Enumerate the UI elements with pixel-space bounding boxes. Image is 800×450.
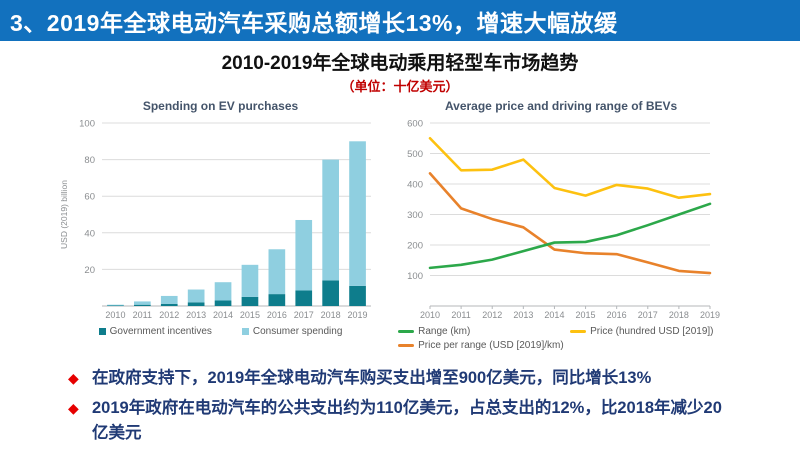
bullet-item: ◆ 2019年政府在电动汽车的公共支出约为110亿美元，占总支出的12%，比20… <box>62 396 730 447</box>
svg-text:2018: 2018 <box>321 310 341 320</box>
bar-chart-legend: Government incentives Consumer spending <box>58 326 383 337</box>
svg-text:2010: 2010 <box>420 310 440 320</box>
svg-text:500: 500 <box>407 149 423 160</box>
range-line-swatch-icon <box>398 330 415 333</box>
svg-text:2011: 2011 <box>133 310 152 320</box>
svg-text:2013: 2013 <box>186 310 206 320</box>
charts-row: Spending on EV purchases 20 40 60 80 100 2010… <box>0 99 800 351</box>
svg-text:40: 40 <box>84 228 95 239</box>
svg-text:2014: 2014 <box>213 310 233 320</box>
svg-text:2019: 2019 <box>700 310 720 320</box>
bullet-item: ◆ 在政府支持下，2019年全球电动汽车购买支出增至900亿美元，同比增长13% <box>62 366 730 392</box>
legend-item-price-per-range: Price per range (USD [2019]/km) <box>398 340 570 351</box>
header: 3、2019年全球电动汽车采购总额增长13%，增速大幅放缓 <box>0 0 800 41</box>
price-line-swatch-icon <box>570 330 587 333</box>
legend-label: Consumer spending <box>252 326 343 337</box>
diamond-bullet-icon: ◆ <box>68 399 79 416</box>
legend-item-government-incentives: Government incentives <box>98 326 212 337</box>
bullet-text: 在政府支持下，2019年全球电动汽车购买支出增至900亿美元，同比增长13% <box>92 369 652 387</box>
bullet-text: 2019年政府在电动汽车的公共支出约为110亿美元，占总支出的12%，比2018… <box>92 398 722 443</box>
svg-text:USD (2019) billion: USD (2019) billion <box>59 180 69 249</box>
svg-text:2015: 2015 <box>240 310 260 320</box>
legend-label: Range (km) <box>418 326 471 337</box>
legend-item-consumer-spending: Consumer spending <box>241 326 343 337</box>
svg-text:600: 600 <box>407 119 423 130</box>
legend-item-range: Range (km) <box>398 326 570 337</box>
svg-text:400: 400 <box>407 180 423 191</box>
bullet-list: ◆ 在政府支持下，2019年全球电动汽车购买支出增至900亿美元，同比增长13%… <box>0 351 800 447</box>
svg-text:2010: 2010 <box>105 310 125 320</box>
legend-label: Price per range (USD [2019]/km) <box>418 340 564 351</box>
legend-item-price: Price (hundred USD [2019]) <box>570 326 800 337</box>
diamond-bullet-icon: ◆ <box>68 370 79 386</box>
svg-text:2012: 2012 <box>159 310 179 320</box>
government-incentives-swatch-icon <box>98 328 106 335</box>
svg-text:80: 80 <box>84 155 95 166</box>
bar-chart: 20 40 60 80 100 2010 2011 2012 2013 2014 2015 2016 2… <box>59 119 371 320</box>
svg-text:2016: 2016 <box>267 310 287 320</box>
svg-text:100: 100 <box>407 271 423 282</box>
svg-text:2018: 2018 <box>669 310 689 320</box>
svg-text:2015: 2015 <box>576 310 596 320</box>
slide-title: 3、2019年全球电动汽车采购总额增长13%，增速大幅放缓 <box>10 9 618 36</box>
svg-text:2017: 2017 <box>638 310 658 320</box>
svg-text:300: 300 <box>407 210 423 221</box>
unit-note: （单位：十亿美元） <box>341 79 459 94</box>
consumer-spending-swatch-icon <box>241 328 249 335</box>
svg-text:2019: 2019 <box>348 310 368 320</box>
bar-chart-title: Spending on EV purchases <box>142 99 299 113</box>
bar-chart-figure: Spending on EV purchases 20 40 60 80 100 2010… <box>58 99 392 351</box>
svg-text:2016: 2016 <box>607 310 627 320</box>
svg-text:2013: 2013 <box>513 310 533 320</box>
svg-text:2012: 2012 <box>482 310 502 320</box>
line-chart: 100 200 300 400 500 600 2010 2011 2012 2013 2014 20… <box>407 119 720 321</box>
chart-main-title: 2010-2019年全球电动乘用轻型车市场趋势 <box>221 53 579 74</box>
svg-text:100: 100 <box>79 119 95 130</box>
line-chart-legend: Range (km) Price (hundred USD [2019]) Pr… <box>398 326 800 351</box>
line-chart-figure: Average price and driving range of BEVs … <box>396 99 800 351</box>
price-per-range-line-swatch-icon <box>398 344 415 347</box>
legend-label: Price (hundred USD [2019]) <box>590 326 714 337</box>
line-chart-title: Average price and driving range of BEVs <box>444 99 678 113</box>
svg-text:60: 60 <box>84 192 95 203</box>
svg-text:2014: 2014 <box>545 310 565 320</box>
svg-text:20: 20 <box>84 265 95 276</box>
legend-label: Government incentives <box>109 326 212 337</box>
svg-text:2011: 2011 <box>452 310 471 320</box>
svg-text:200: 200 <box>407 241 423 252</box>
svg-text:2017: 2017 <box>294 310 314 320</box>
